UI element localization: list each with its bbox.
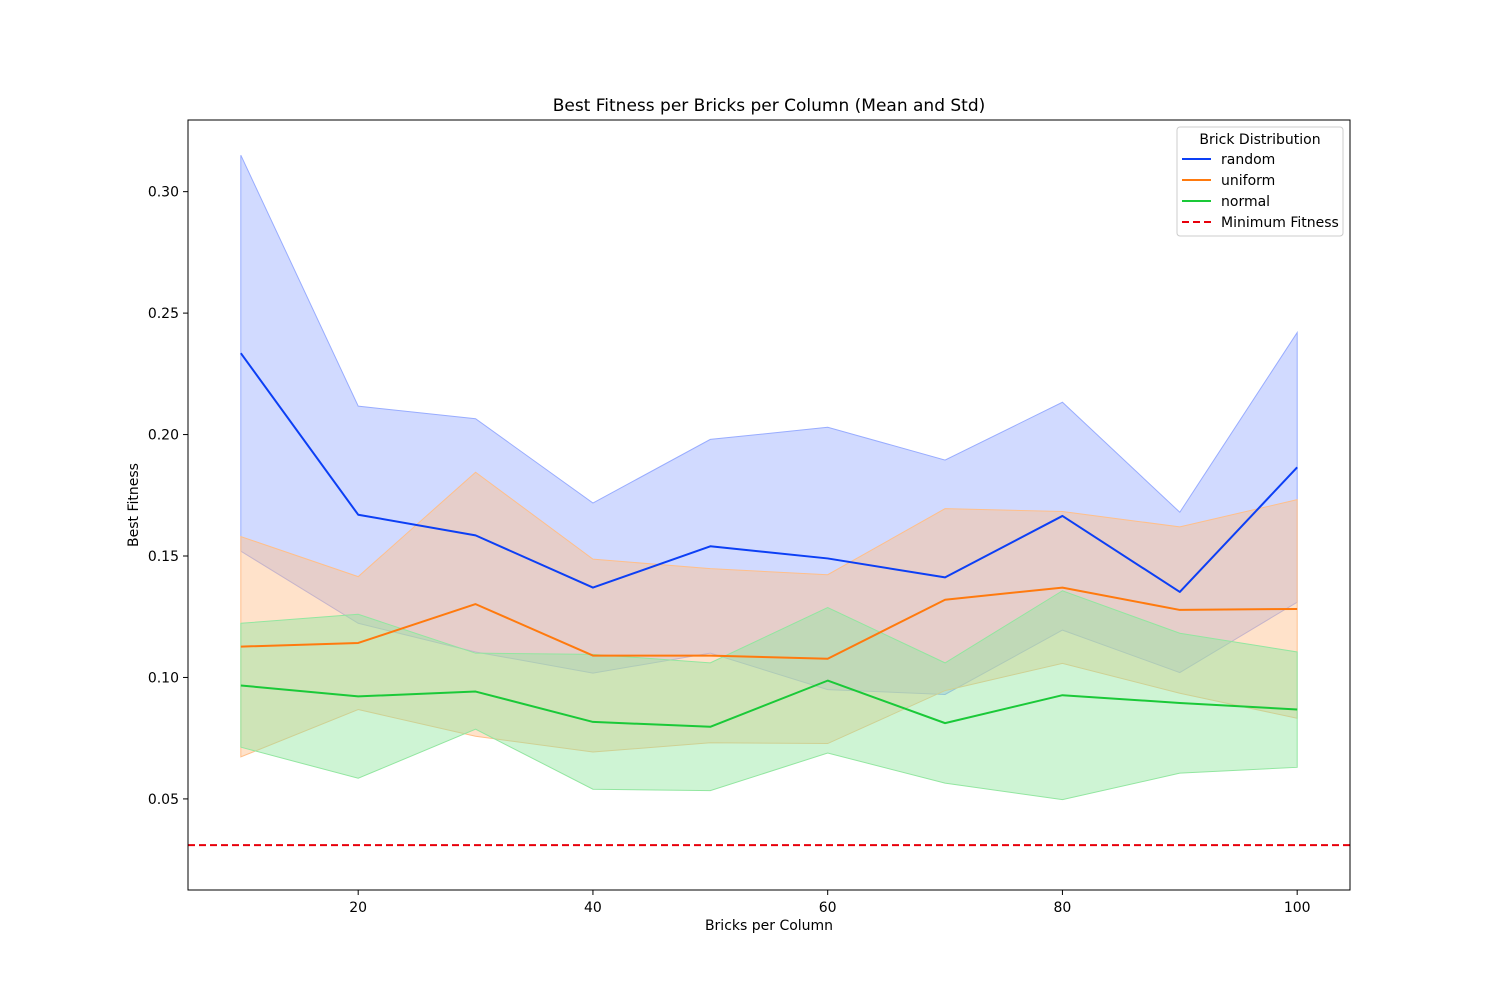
legend-box — [1176, 126, 1344, 237]
legend-label-random: random — [1221, 152, 1275, 168]
series-line-uniform — [240, 586, 1298, 660]
y-axis-ticks: 0.05 0.10 0.15 0.20 0.25 0.30 — [148, 185, 188, 808]
x-axis-label: Bricks per Column — [705, 918, 833, 934]
std-bands — [240, 155, 1298, 801]
series-lines — [240, 352, 1298, 728]
series-line-normal — [240, 679, 1298, 728]
y-tick-label: 0.20 — [148, 428, 179, 444]
legend-label-uniform: uniform — [1221, 173, 1275, 189]
plot-frame — [187, 119, 1351, 891]
legend-title: Brick Distribution — [1199, 132, 1320, 148]
legend-entries: random uniform normal Minimum Fitness — [1182, 152, 1339, 231]
x-tick-label: 100 — [1284, 900, 1311, 916]
legend-label-normal: normal — [1221, 194, 1270, 210]
x-axis-ticks: 20 40 60 80 100 — [349, 890, 1311, 916]
y-tick-label: 0.05 — [148, 792, 179, 808]
x-tick-label: 60 — [819, 900, 837, 916]
y-tick-label: 0.25 — [148, 306, 179, 322]
y-tick-label: 0.30 — [148, 185, 179, 201]
series-line-random — [240, 352, 1298, 593]
x-tick-label: 40 — [584, 900, 602, 916]
chart-title: Best Fitness per Bricks per Column (Mean… — [553, 96, 986, 116]
x-tick-label: 20 — [349, 900, 367, 916]
y-tick-label: 0.15 — [148, 549, 179, 565]
legend: Brick Distribution random uniform normal Mi… — [1176, 126, 1344, 237]
legend-label-minimum-fitness: Minimum Fitness — [1221, 215, 1339, 231]
y-tick-label: 0.10 — [148, 670, 179, 686]
y-axis-label: Best Fitness — [126, 463, 142, 547]
x-tick-label: 80 — [1054, 900, 1072, 916]
std-band-normal — [240, 590, 1298, 801]
